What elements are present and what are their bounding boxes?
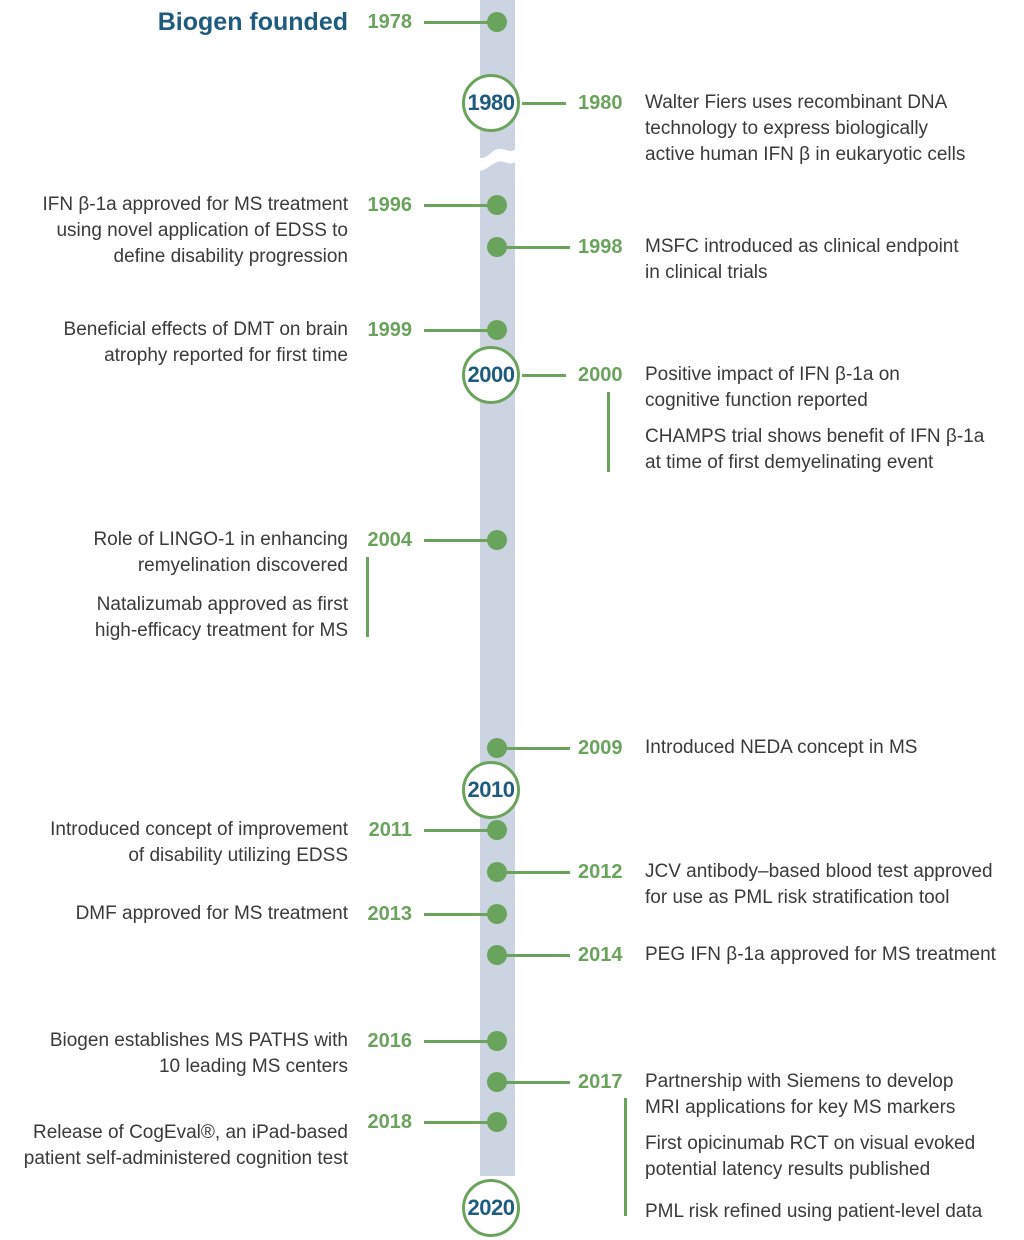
decade-circle-2000: 2000 — [462, 346, 520, 404]
event-text-2018: Release of CogEval®, an iPad-based patie… — [23, 1122, 348, 1169]
connector-line-2013 — [424, 913, 497, 916]
multi-event-bracket-2000 — [607, 392, 610, 472]
event-text-2017-c: PML risk refined using patient-level dat… — [645, 1201, 983, 1222]
timeline-dot-2004 — [487, 530, 507, 550]
event-text-2000-a: Positive impact of IFN β-1a on cognitive… — [645, 364, 900, 411]
multi-event-bracket-2017 — [624, 1098, 627, 1216]
timeline-dot-1999 — [487, 320, 507, 340]
event-year-2009: 2009 — [578, 737, 623, 759]
event-text-2017-a: Partnership with Siemens to develop MRI … — [645, 1071, 956, 1118]
event-year-1980: 1980 — [578, 92, 623, 114]
timeline-dot-2013 — [487, 904, 507, 924]
event-year-1996: 1996 — [367, 194, 413, 216]
event-text-2012: JCV antibody–based blood test approved f… — [645, 861, 993, 908]
event-year-2014: 2014 — [578, 944, 623, 966]
event-text-2009: Introduced NEDA concept in MS — [645, 737, 918, 758]
event-text-1998: MSFC introduced as clinical endpoint in … — [645, 236, 959, 283]
event-text-2017-b: First opicinumab RCT on visual evoked po… — [645, 1133, 976, 1180]
event-text-1980: Walter Fiers uses recombinant DNA techno… — [645, 92, 966, 165]
event-text-2013: DMF approved for MS treatment — [75, 903, 348, 924]
page-title: Biogen founded — [157, 8, 348, 36]
decade-circle-2010: 2010 — [462, 761, 520, 819]
event-year-2016: 2016 — [367, 1030, 413, 1052]
decade-circle-1980: 1980 — [462, 74, 520, 132]
connector-line-2000 — [522, 374, 566, 377]
event-year-1978: 1978 — [367, 11, 413, 33]
timeline-break-icon — [477, 147, 518, 171]
event-year-2018: 2018 — [367, 1111, 413, 1133]
multi-event-bracket-2004 — [366, 557, 369, 637]
timeline-dot-2018 — [487, 1112, 507, 1132]
connector-line-2009 — [497, 747, 570, 750]
connector-line-2014 — [497, 954, 570, 957]
connector-line-1978 — [424, 21, 497, 24]
event-text-2011: Introduced concept of improvement of dis… — [50, 819, 348, 866]
timeline-dot-2011 — [487, 820, 507, 840]
timeline-dot-2016 — [487, 1031, 507, 1051]
event-text-2014: PEG IFN β-1a approved for MS treatment — [645, 944, 996, 965]
connector-line-1980 — [522, 102, 566, 105]
event-year-1999: 1999 — [367, 319, 413, 341]
event-year-2004: 2004 — [367, 529, 413, 551]
event-text-2000-b: CHAMPS trial shows benefit of IFN β-1a a… — [645, 426, 985, 473]
decade-circle-2020: 2020 — [462, 1179, 520, 1237]
event-year-2000: 2000 — [578, 364, 623, 386]
connector-line-2004 — [424, 539, 497, 542]
event-year-1998: 1998 — [578, 236, 623, 258]
event-text-1999: Beneficial effects of DMT on brain atrop… — [63, 319, 348, 366]
event-text-1996: IFN β-1a approved for MS treatment using… — [42, 194, 348, 267]
connector-line-1998 — [497, 246, 570, 249]
connector-line-1999 — [424, 329, 497, 332]
event-year-2013: 2013 — [367, 903, 413, 925]
connector-line-2018 — [424, 1121, 497, 1124]
event-year-2011: 2011 — [368, 819, 412, 841]
connector-line-2011 — [424, 829, 497, 832]
event-year-2017: 2017 — [578, 1071, 623, 1093]
event-text-2004-a: Role of LINGO-1 in enhancing remyelinati… — [93, 529, 348, 576]
connector-line-2016 — [424, 1040, 497, 1043]
connector-line-2017 — [497, 1081, 570, 1084]
event-text-2016: Biogen establishes MS PATHS with 10 lead… — [49, 1030, 348, 1077]
connector-line-2012 — [497, 871, 570, 874]
event-year-2012: 2012 — [578, 861, 623, 883]
timeline-dot-1996 — [487, 195, 507, 215]
timeline-dot-1978 — [487, 12, 507, 32]
event-text-2004-b: Natalizumab approved as first high-effic… — [94, 594, 348, 641]
connector-line-1996 — [424, 204, 497, 207]
